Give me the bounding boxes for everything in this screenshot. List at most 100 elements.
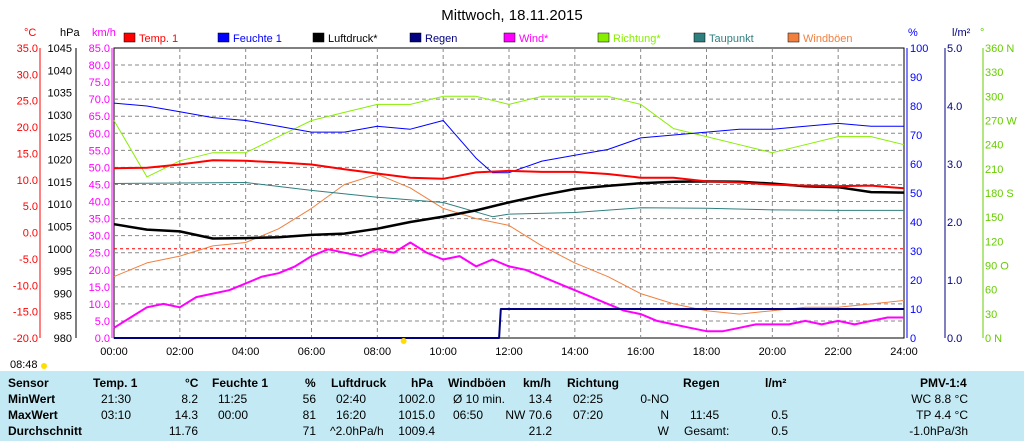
- wind-tick-label: 85.0: [89, 43, 110, 55]
- temp-tick-label: 20.0: [17, 122, 38, 134]
- press-tick-label: 1035: [48, 88, 72, 100]
- temp-axis-unit: °C: [24, 27, 36, 39]
- row-label: MinWert: [8, 392, 56, 406]
- header-press: Luftdruck: [331, 376, 387, 390]
- press-value: 1002.0: [398, 392, 435, 406]
- temp-tick-label: 10.0: [17, 175, 38, 187]
- gust-value: 13.4: [528, 392, 552, 406]
- time-marker-dot: [400, 338, 407, 344]
- x-tick-label: 24:00: [890, 346, 918, 358]
- dir-tick-label: 240: [985, 140, 1003, 152]
- dir-tick-label: 30: [985, 309, 997, 321]
- hum-axis-unit: %: [908, 27, 918, 39]
- wind-tick-label: 35.0: [89, 214, 110, 226]
- dir-axis-unit: °: [980, 27, 984, 39]
- dir-value: W: [657, 424, 669, 438]
- x-tick-label: 20:00: [759, 346, 787, 358]
- x-tick-label: 18:00: [693, 346, 721, 358]
- dir-tick-label: 150: [985, 212, 1003, 224]
- wind-tick-label: 70.0: [89, 94, 110, 106]
- x-tick-label: 22:00: [824, 346, 852, 358]
- weather-chart: Mittwoch, 18.11.2015 Temp. 1 Feuchte 1 Luf…: [10, 7, 1017, 371]
- header-dir: Richtung: [567, 376, 619, 390]
- press-tick-label: 1005: [48, 221, 72, 233]
- header-temp-unit: °C: [185, 376, 199, 390]
- series-line-feuchte-1: [113, 102, 904, 174]
- hum-tick-label: 40: [910, 217, 922, 229]
- press-tick-label: 1030: [48, 110, 72, 122]
- x-tick-label: 14:00: [561, 346, 589, 358]
- dir-time: 02:25: [573, 392, 604, 406]
- header-rain-unit: l/m²: [765, 376, 787, 390]
- temp-time: 21:30: [101, 392, 132, 406]
- chart-title: Mittwoch, 18.11.2015: [441, 7, 582, 24]
- series-line-temp-1: [113, 159, 905, 190]
- hum-tick-label: 90: [910, 72, 922, 84]
- hum-value: 81: [302, 408, 316, 422]
- legend-label: Richtung*: [613, 33, 661, 45]
- rain-tick-label: 1.0: [947, 275, 962, 287]
- legend-swatch: [409, 32, 422, 43]
- hum-tick-label: 10: [910, 304, 922, 316]
- header-temp: Temp. 1: [93, 376, 138, 390]
- wind-tick-label: 15.0: [89, 282, 110, 294]
- temp-tick-label: 5.0: [23, 201, 38, 213]
- series-line-taupunkt: [113, 182, 904, 218]
- temp-tick-label: 15.0: [17, 148, 38, 160]
- series-line-windb-en: [113, 173, 905, 315]
- wind-tick-label: 30.0: [89, 231, 110, 243]
- dir-tick-label: 330: [985, 67, 1003, 79]
- legend-label: Luftdruck*: [328, 33, 378, 45]
- header-gust: Windböen: [448, 376, 506, 390]
- row-label: Durchschnitt: [8, 424, 83, 438]
- press-tick-label: 990: [54, 288, 72, 300]
- pmv-value: TP 4.4 °C: [916, 408, 968, 422]
- hum-value: 71: [302, 424, 316, 438]
- press-value: 1015.0: [398, 408, 435, 422]
- x-tick-label: 02:00: [166, 346, 194, 358]
- dir-time: 07:20: [573, 408, 604, 422]
- press-tick-label: 1025: [48, 132, 72, 144]
- press-tick-label: 1010: [48, 199, 72, 211]
- wind-tick-label: 5.0: [95, 316, 110, 328]
- temp-value: 14.3: [174, 408, 198, 422]
- x-tick-label: 08:00: [364, 346, 392, 358]
- dir-tick-label: 0 N: [985, 333, 1002, 345]
- hum-tick-label: 0: [910, 333, 916, 345]
- temp-tick-label: -20.0: [13, 333, 38, 345]
- wind-tick-label: 20.0: [89, 265, 110, 277]
- legend-swatch: [693, 32, 706, 43]
- temp-tick-label: 35.0: [17, 43, 38, 55]
- header-rain: Regen: [683, 376, 720, 390]
- wind-axis-unit: km/h: [92, 27, 116, 39]
- press-tick-label: 1000: [48, 244, 72, 256]
- header-hum: Feuchte 1: [212, 376, 269, 390]
- series-line-richtung-: [113, 95, 905, 178]
- wind-tick-label: 45.0: [89, 179, 110, 191]
- hum-time: 00:00: [218, 408, 249, 422]
- rain-tick-label: 2.0: [947, 217, 962, 229]
- dir-tick-label: 60: [985, 285, 997, 297]
- x-tick-label: 16:00: [627, 346, 655, 358]
- legend-label: Regen: [425, 33, 457, 45]
- wind-tick-label: 40.0: [89, 197, 110, 209]
- temp-tick-label: 0.0: [23, 228, 38, 240]
- header-hum-unit: %: [305, 376, 316, 390]
- press-time: 16:20: [336, 408, 367, 422]
- press-time: ^2.0hPa/h: [330, 424, 384, 438]
- axes: 00:00 02:00 04:00 06:00 08:00 10:00 12:00 14:00…: [13, 27, 1017, 358]
- dir-value: 0-NO: [640, 392, 669, 406]
- temp-tick-label: 30.0: [17, 69, 38, 81]
- hum-tick-label: 60: [910, 159, 922, 171]
- legend-swatch: [787, 32, 800, 43]
- legend-label: Wind*: [519, 33, 549, 45]
- dir-tick-label: 270 W: [985, 116, 1017, 128]
- hum-value: 56: [302, 392, 316, 406]
- wind-tick-label: 0.0: [95, 333, 110, 345]
- x-tick-label: 12:00: [495, 346, 523, 358]
- legend-swatch: [217, 32, 230, 43]
- temp-tick-label: -15.0: [13, 307, 38, 319]
- x-tick-label: 06:00: [298, 346, 326, 358]
- press-tick-label: 985: [54, 311, 72, 323]
- temp-tick-label: 25.0: [17, 96, 38, 108]
